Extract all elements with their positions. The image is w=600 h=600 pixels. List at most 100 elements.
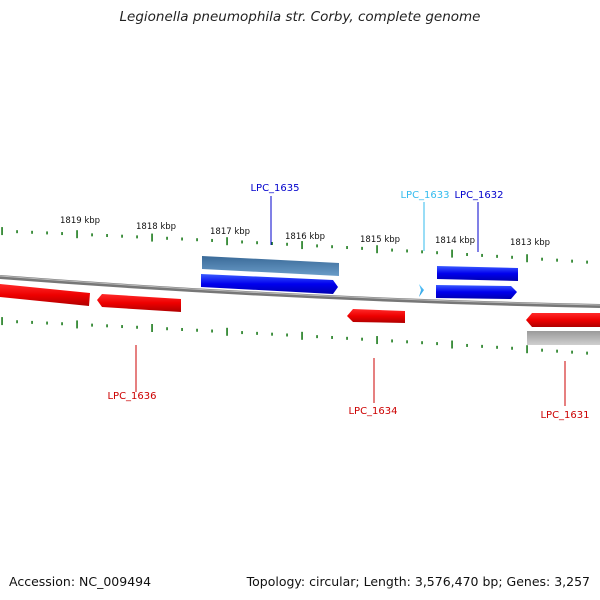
map-title: Legionella pneumophila str. Corby, compl…	[119, 9, 481, 25]
minor-tick	[31, 320, 33, 324]
minor-tick	[331, 245, 333, 249]
major-tick	[226, 237, 228, 246]
tick-label: 1819 kbp	[60, 216, 100, 226]
major-tick	[526, 254, 528, 263]
major-tick	[1, 317, 3, 326]
top-tick-track	[1, 227, 588, 264]
gene-feature-lpc1635[interactable]	[202, 256, 339, 276]
major-tick	[526, 345, 528, 354]
minor-tick	[286, 242, 288, 246]
minor-tick	[571, 350, 573, 354]
minor-tick	[211, 329, 213, 333]
minor-tick	[166, 236, 168, 240]
minor-tick	[121, 234, 123, 238]
minor-tick	[256, 241, 258, 245]
minor-tick	[556, 349, 558, 353]
minor-tick	[241, 331, 243, 335]
minor-tick	[556, 258, 558, 262]
minor-tick	[391, 248, 393, 252]
minor-tick	[16, 230, 18, 234]
minor-tick	[106, 234, 108, 238]
minor-tick	[271, 332, 273, 336]
minor-tick	[271, 241, 273, 245]
minor-tick	[16, 320, 18, 324]
minor-tick	[211, 238, 213, 242]
minor-tick	[511, 255, 513, 259]
minor-tick	[511, 346, 513, 350]
minor-tick	[91, 233, 93, 237]
major-tick	[226, 327, 228, 336]
minor-tick	[61, 322, 63, 326]
major-tick	[376, 336, 378, 345]
minor-tick	[286, 333, 288, 337]
cds-arrow-lpc1636[interactable]	[97, 294, 181, 312]
topology-summary: Topology: circular; Length: 3,576,470 bp…	[246, 574, 590, 589]
minor-tick	[256, 331, 258, 335]
major-tick	[376, 245, 378, 254]
minor-tick	[61, 232, 63, 236]
minor-tick	[436, 342, 438, 346]
gene-feature-lpc1631[interactable]	[527, 331, 600, 345]
major-tick	[76, 230, 78, 239]
minor-tick	[241, 240, 243, 244]
minor-tick	[196, 238, 198, 242]
minor-tick	[406, 340, 408, 344]
minor-tick	[466, 253, 468, 257]
major-tick	[1, 227, 3, 236]
minor-tick	[46, 231, 48, 235]
tick-label: 1814 kbp	[435, 236, 475, 246]
major-tick	[151, 323, 153, 332]
minor-tick	[346, 336, 348, 340]
minor-tick	[316, 244, 318, 248]
tick-label: 1815 kbp	[360, 235, 400, 245]
minor-tick	[181, 327, 183, 331]
cds-arrow-lpc1634[interactable]	[347, 309, 405, 323]
minor-tick	[361, 246, 363, 250]
accession-text: Accession: NC_009494	[9, 574, 152, 589]
minor-tick	[196, 328, 198, 332]
minor-tick	[481, 253, 483, 257]
tick-label: 1817 kbp	[210, 227, 250, 237]
minor-tick	[481, 344, 483, 348]
minor-tick	[166, 327, 168, 331]
cds-arrow-lpc1633[interactable]	[419, 284, 424, 297]
gene-label-lpc1633: LPC_1633	[400, 190, 449, 201]
minor-tick	[541, 257, 543, 261]
gene-label-lpc1632: LPC_1632	[454, 190, 503, 201]
minor-tick	[406, 249, 408, 253]
gene-label-lpc1634: LPC_1634	[348, 406, 397, 417]
minor-tick	[541, 348, 543, 352]
tick-label: 1816 kbp	[285, 232, 325, 242]
minor-tick	[586, 260, 588, 264]
minor-tick	[136, 325, 138, 329]
minor-tick	[496, 254, 498, 258]
minor-tick	[106, 324, 108, 328]
tick-label: 1818 kbp	[136, 222, 176, 232]
gene-label-lpc1631: LPC_1631	[540, 410, 589, 421]
minor-tick	[46, 321, 48, 325]
minor-tick	[421, 341, 423, 345]
major-tick	[301, 241, 303, 250]
cds-arrow-lpc1632[interactable]	[436, 285, 517, 299]
major-tick	[76, 320, 78, 329]
bottom-tick-track	[1, 317, 588, 355]
minor-tick	[346, 246, 348, 250]
minor-tick	[466, 343, 468, 347]
minor-tick	[391, 339, 393, 343]
minor-tick	[496, 345, 498, 349]
major-tick	[451, 340, 453, 349]
minor-tick	[436, 251, 438, 255]
major-tick	[451, 249, 453, 258]
gene-label-lpc1636: LPC_1636	[107, 391, 156, 402]
minor-tick	[91, 323, 93, 327]
tick-label: 1813 kbp	[510, 238, 550, 248]
gene-feature-lpc1632[interactable]	[437, 266, 518, 281]
minor-tick	[421, 250, 423, 254]
cds-arrow-lpc1635[interactable]	[201, 274, 338, 294]
minor-tick	[361, 337, 363, 341]
minor-tick	[316, 335, 318, 339]
cds-arrow-lpc1631[interactable]	[526, 313, 600, 327]
minor-tick	[181, 237, 183, 241]
cds-arrow-left-edge[interactable]	[0, 284, 90, 306]
gene-label-lpc1635: LPC_1635	[250, 183, 299, 194]
